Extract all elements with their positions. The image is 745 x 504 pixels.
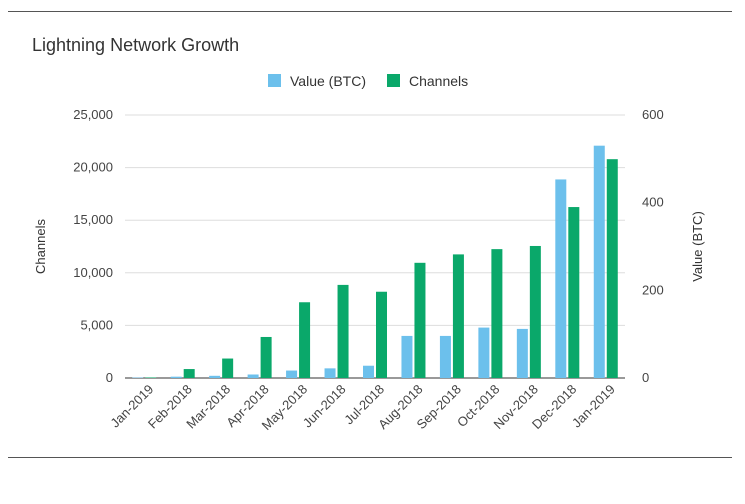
bar-value-btc [555, 179, 567, 378]
y-left-tick-label: 20,000 [73, 160, 113, 175]
y-right-axis-title: Value (BTC) [690, 211, 705, 282]
y-right-tick-label: 600 [642, 107, 664, 122]
y-left-tick-label: 25,000 [73, 107, 113, 122]
bar-channels [568, 207, 580, 378]
bar-value-btc [439, 335, 451, 378]
y-left-tick-label: 10,000 [73, 265, 113, 280]
top-rule [8, 11, 732, 12]
legend-label-value-btc: Value (BTC) [290, 73, 366, 89]
legend-swatch-channels [387, 74, 400, 87]
legend-swatch-value-btc [268, 74, 281, 87]
bar-channels [145, 377, 157, 378]
bar-value-btc [209, 375, 221, 378]
bar-value-btc [324, 368, 336, 378]
y-right-tick-label: 0 [642, 370, 649, 385]
bar-channels [606, 159, 618, 378]
bar-value-btc [363, 365, 374, 378]
bar-channels [183, 369, 195, 378]
bar-channels [337, 284, 349, 378]
bar-channels [491, 249, 503, 378]
bottom-rule [8, 457, 732, 458]
bar-value-btc [170, 376, 182, 378]
bar-value-btc [516, 328, 528, 378]
bar-channels [376, 291, 387, 378]
x-tick-label: Jan-2019 [569, 382, 618, 431]
bar-value-btc [247, 374, 259, 378]
bar-channels [529, 245, 541, 378]
y-left-tick-label: 0 [106, 370, 113, 385]
bar-value-btc [593, 145, 605, 378]
chart-title: Lightning Network Growth [32, 35, 240, 55]
y-right-tick-label: 200 [642, 282, 664, 297]
y-left-tick-label: 15,000 [73, 212, 113, 227]
y-right-tick-label: 400 [642, 195, 664, 210]
y-left-tick-label: 5,000 [80, 317, 113, 332]
bar-channels [260, 336, 272, 378]
bar-value-btc [286, 370, 298, 378]
bar-channels [414, 262, 426, 378]
bar-value-btc [478, 327, 490, 378]
bar-channels [452, 254, 464, 378]
bar-value-btc [401, 335, 413, 378]
bar-channels [299, 302, 311, 378]
y-left-axis-title: Channels [33, 219, 48, 274]
legend-label-channels: Channels [409, 73, 468, 89]
bar-channels [222, 358, 234, 378]
x-tick-label: Jun-2018 [300, 382, 349, 431]
